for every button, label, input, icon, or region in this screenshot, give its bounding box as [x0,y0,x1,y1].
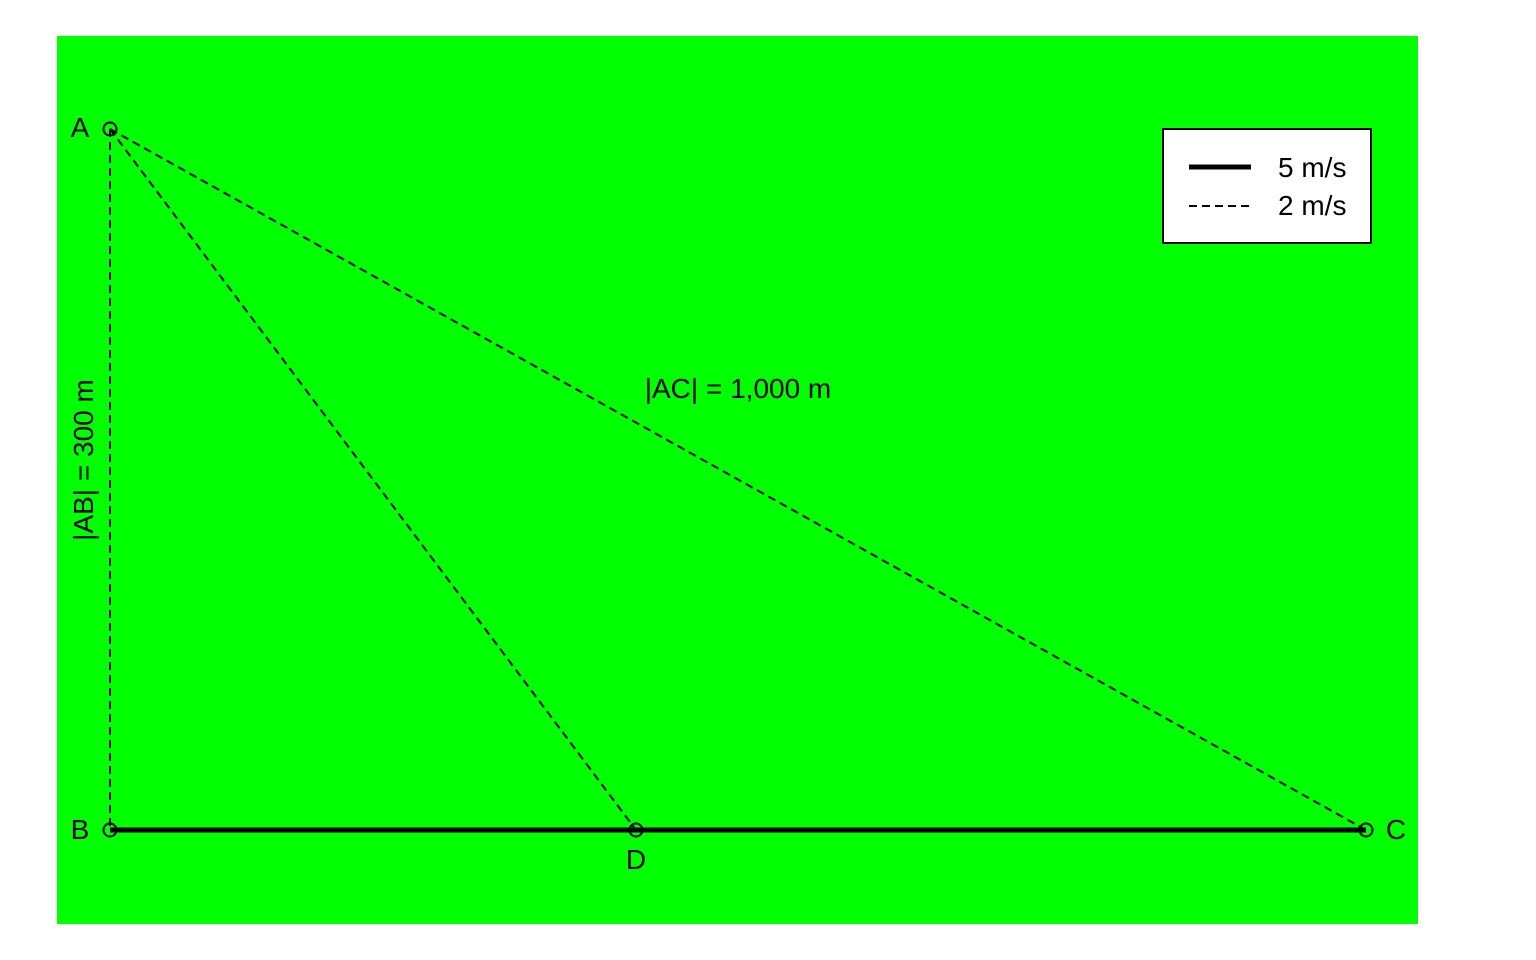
point-a-marker [102,121,118,137]
legend-dashed-label: 2 m/s [1278,190,1346,221]
legend: 5 m/s 2 m/s [1162,128,1372,244]
point-d-label: D [626,844,646,875]
segment-ad [109,128,637,831]
point-d-marker [628,822,644,838]
segment-ac-label: |AC| = 1,000 m [645,373,832,404]
point-c-marker [1358,822,1374,838]
point-b-label: B [71,814,90,845]
point-c-label: C [1386,814,1406,845]
segment-ac [109,128,1367,831]
point-a-label: A [71,112,90,143]
legend-box [1162,128,1372,244]
legend-solid-label: 5 m/s [1278,152,1346,183]
segment-ab-label: |AB| = 300 m [68,379,99,541]
point-b-marker [102,822,118,838]
